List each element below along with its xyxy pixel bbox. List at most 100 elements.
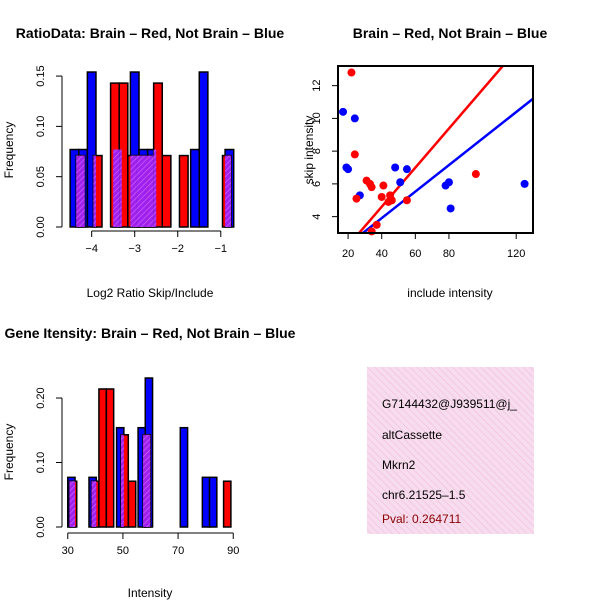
y-tick-label: 8 bbox=[311, 148, 323, 154]
scatter-point-blue bbox=[520, 179, 529, 188]
info-gene-name: Mkrn2 bbox=[382, 458, 416, 472]
x-tick-label: 80 bbox=[443, 248, 455, 260]
histogram-overlap-bar bbox=[130, 155, 137, 227]
x-tick-label: −1 bbox=[215, 243, 228, 255]
histogram-bar-red bbox=[98, 388, 107, 528]
histogram-overlap-bar bbox=[145, 155, 148, 227]
histogram-bar-blue bbox=[179, 426, 189, 528]
scatter-axes: 20 40 60 80 120 4 6 8 10 12 bbox=[311, 80, 525, 260]
fit-line-red bbox=[357, 66, 504, 233]
scatter-point-blue bbox=[396, 178, 405, 187]
scatter-point-red bbox=[377, 192, 386, 201]
x-tick-label: 30 bbox=[62, 545, 74, 557]
y-tick-label: 0.10 bbox=[35, 116, 47, 137]
scatter-point-blue bbox=[391, 163, 400, 172]
gene-intensity-histogram-panel: Gene Itensity: Brain – Red, Not Brain – … bbox=[2, 325, 296, 600]
histogram-bar-blue bbox=[201, 476, 211, 528]
gene-histogram-xlabel: Intensity bbox=[128, 586, 173, 600]
histogram-overlap-bar bbox=[136, 155, 140, 227]
histogram-bar-blue bbox=[86, 71, 97, 228]
histogram-overlap-bar bbox=[147, 155, 154, 227]
histogram-overlap-bar bbox=[76, 155, 79, 227]
scatter-point-red bbox=[387, 196, 396, 205]
scatter-plot-box bbox=[337, 65, 534, 234]
histogram-bar-red bbox=[105, 388, 115, 528]
intensity-scatter-panel: Brain – Red, Not Brain – Blue skip inten… bbox=[302, 25, 547, 300]
info-location: chr6.21525–1.5 bbox=[382, 488, 466, 502]
y-tick-label: 12 bbox=[311, 80, 323, 92]
x-tick-label: 40 bbox=[376, 248, 388, 260]
histogram-overlap-bar bbox=[225, 155, 232, 227]
y-tick-label: 6 bbox=[311, 181, 323, 187]
scatter-point-red bbox=[350, 150, 359, 159]
y-tick-label: 0.10 bbox=[35, 452, 47, 473]
y-tick-label: 0.05 bbox=[35, 166, 47, 187]
y-tick-label: 10 bbox=[311, 112, 323, 124]
y-tick-label: 4 bbox=[311, 214, 323, 220]
ratio-histogram-axes: −4 −3 −2 −1 0.00 0.05 0.10 0.15 bbox=[35, 65, 227, 255]
histogram-overlap-bar bbox=[113, 149, 120, 227]
histogram-overlap-bar bbox=[153, 149, 157, 227]
x-tick-label: 60 bbox=[409, 248, 421, 260]
scatter-point-blue bbox=[344, 165, 353, 174]
histogram-overlap-bar bbox=[143, 434, 146, 527]
scatter-point-red bbox=[379, 181, 388, 190]
x-tick-label: 50 bbox=[117, 545, 129, 557]
histogram-overlap-bar bbox=[139, 155, 146, 227]
info-event-id: G7144432@J939511@j_ bbox=[382, 397, 517, 411]
x-tick-label: −4 bbox=[85, 243, 98, 255]
histogram-bar-red bbox=[222, 480, 232, 528]
histogram-overlap-bar bbox=[78, 155, 85, 227]
scatter-fit-lines bbox=[357, 66, 533, 233]
y-tick-label: 0.00 bbox=[35, 216, 47, 237]
x-tick-label: 120 bbox=[507, 248, 525, 260]
y-tick-label: 0.00 bbox=[35, 516, 47, 537]
histogram-bar-red bbox=[161, 154, 172, 228]
scatter-point-blue bbox=[444, 178, 453, 187]
x-tick-label: 70 bbox=[172, 545, 184, 557]
ratio-histogram-xlabel: Log2 Ratio Skip/Include bbox=[87, 286, 214, 300]
info-panel-background bbox=[367, 367, 534, 534]
gene-histogram-ylabel: Frequency bbox=[2, 424, 16, 481]
histogram-overlap-bar bbox=[119, 149, 122, 227]
x-tick-label: 20 bbox=[342, 248, 354, 260]
scatter-point-red bbox=[367, 183, 376, 192]
scatter-point-red bbox=[471, 170, 480, 179]
info-panel: G7144432@J939511@j_ altCassette Mkrn2 ch… bbox=[367, 367, 534, 534]
histogram-overlap-bar bbox=[91, 481, 97, 527]
histogram-bar-red bbox=[127, 480, 137, 528]
scatter-point-blue bbox=[402, 165, 411, 174]
scatter-point-blue bbox=[446, 204, 455, 213]
scatter-point-red bbox=[367, 227, 376, 236]
scatter-title: Brain – Red, Not Brain – Blue bbox=[353, 25, 548, 41]
ratio-histogram-bars bbox=[69, 71, 235, 228]
histogram-overlap-bar bbox=[69, 481, 76, 527]
fit-line-blue bbox=[360, 97, 533, 233]
histogram-bar-blue bbox=[189, 148, 201, 228]
scatter-point-red bbox=[372, 220, 381, 229]
histogram-overlap-bar bbox=[145, 434, 151, 527]
ratio-histogram-panel: RatioData: Brain – Red, Not Brain – Blue… bbox=[2, 25, 284, 300]
info-pval: Pval: 0.264711 bbox=[382, 512, 461, 526]
scatter-ylabel: skip intensity bbox=[302, 116, 316, 185]
gene-histogram-axes: 30 50 70 90 0.00 0.10 0.20 bbox=[35, 387, 239, 557]
x-tick-label: −2 bbox=[171, 243, 184, 255]
y-tick-label: 0.20 bbox=[35, 387, 47, 408]
ratio-histogram-ylabel: Frequency bbox=[2, 122, 16, 179]
scatter-xlabel: include intensity bbox=[407, 286, 492, 300]
scatter-point-blue bbox=[350, 114, 359, 123]
x-tick-label: −3 bbox=[128, 243, 141, 255]
histogram-bar-blue bbox=[198, 71, 209, 228]
histogram-bar-red bbox=[178, 154, 189, 228]
x-tick-label: 90 bbox=[227, 545, 239, 557]
scatter-points bbox=[339, 68, 529, 236]
gene-histogram-bars bbox=[67, 377, 232, 528]
gene-histogram-title: Gene Itensity: Brain – Red, Not Brain – … bbox=[5, 325, 296, 341]
histogram-overlap-bar bbox=[93, 155, 96, 227]
scatter-point-red bbox=[352, 194, 361, 203]
info-event-type: altCassette bbox=[382, 428, 442, 442]
scatter-point-red bbox=[402, 196, 411, 205]
scatter-point-blue bbox=[339, 107, 348, 116]
scatter-point-red bbox=[347, 68, 356, 77]
